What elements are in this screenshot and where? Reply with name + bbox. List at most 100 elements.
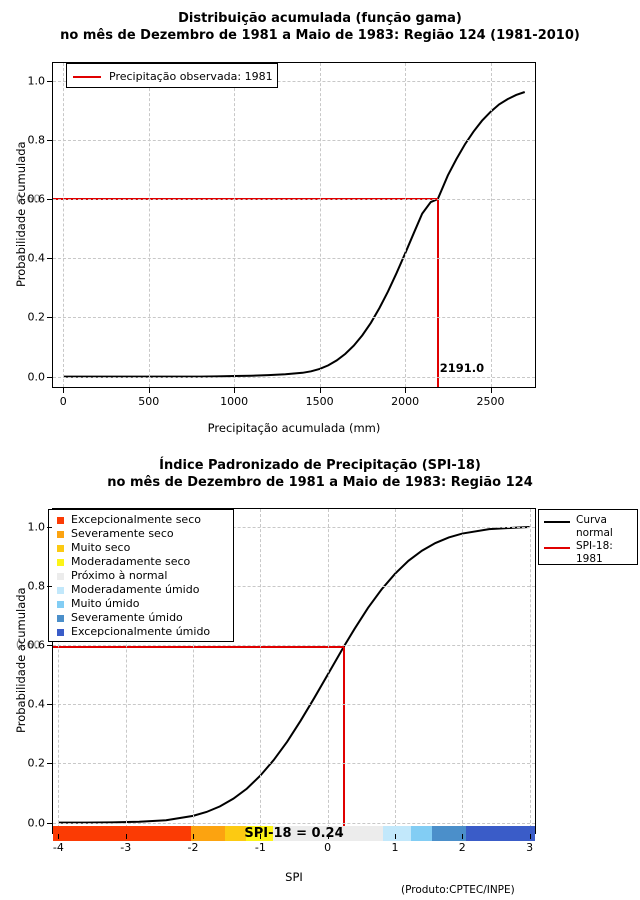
legend-item-category-2: Muito seco: [54, 541, 233, 555]
x-axis-tick-label-1: -3: [120, 841, 132, 854]
x-axis-tick-0: [58, 834, 60, 839]
legend-item-label: Severamente úmido: [71, 611, 183, 624]
y-axis-tick-5: [47, 80, 52, 82]
y-axis-tick-label-0: 0.0: [27, 370, 46, 384]
x-axis-tick-5: [394, 834, 396, 839]
y-axis-tick-label-3: 0.6: [27, 192, 46, 206]
gridline-horizontal: [53, 376, 535, 378]
red-line-icon: [544, 547, 570, 549]
y-axis-tick-0: [47, 822, 52, 824]
legend-item-label: Moderadamente seco: [71, 555, 191, 568]
x-axis-tick-0: [63, 388, 65, 393]
x-axis-tick-label-3: 1500: [305, 395, 334, 408]
y-axis-tick-label-4: 0.8: [27, 579, 46, 593]
chart2-probability-marker-line: [53, 645, 344, 648]
x-axis-tick-label-7: 3: [526, 841, 534, 854]
y-axis-tick-2: [47, 704, 52, 706]
chart2-probability-annotation: 0.60: [16, 638, 41, 652]
x-axis-tick-1: [125, 834, 127, 839]
legend-item-label: Curva normal: [576, 514, 613, 539]
colorbar-segment-6: [411, 826, 432, 841]
y-axis-tick-1: [47, 763, 52, 765]
y-axis-tick-4: [47, 585, 52, 587]
gridline-horizontal: [53, 80, 535, 82]
legend-item-spi-1981: SPI-18: 1981: [539, 540, 637, 566]
chart1-gamma-curve: [63, 91, 526, 378]
x-axis-tick-2: [193, 834, 195, 839]
legend-item-curva-normal: Curva normal: [539, 514, 637, 540]
gridline-vertical: [462, 509, 464, 833]
gridline-vertical: [148, 63, 150, 387]
colorbar-segment-5: [383, 826, 411, 841]
chart2-category-legend: Excepcionalmente seco Severamente seco Mui…: [48, 509, 234, 642]
x-axis-tick-5: [490, 388, 492, 393]
x-axis-tick-label-3: -1: [254, 841, 266, 854]
legend-item-label: Moderadamente úmido: [71, 583, 200, 596]
x-axis-tick-label-0: 0: [59, 395, 67, 408]
y-axis-tick-label-5: 1.0: [27, 520, 46, 534]
legend-item-precipitacao-observada: Precipitação observada: 1981: [67, 64, 277, 89]
category-swatch-icon: [57, 586, 64, 594]
spi-category-colorbar: [53, 826, 535, 841]
x-axis-tick-label-0: -4: [52, 841, 64, 854]
black-line-icon: [544, 521, 570, 523]
x-axis-tick-label-4: 0: [324, 841, 332, 854]
category-swatch-icon: [57, 628, 64, 636]
chart2-normal-curve: [58, 526, 530, 824]
x-axis-tick-3: [260, 834, 262, 839]
x-axis-tick-label-4: 2000: [391, 395, 420, 408]
gridline-horizontal: [53, 199, 535, 201]
chart2-title: Índice Padronizado de Precipitação (SPI-…: [0, 457, 640, 491]
chart1-probability-annotation: 0.60: [16, 192, 41, 206]
colorbar-segment-2: [225, 826, 246, 841]
gridline-vertical: [319, 63, 321, 387]
x-axis-tick-4: [327, 834, 329, 839]
legend-item-category-4: Próximo à normal: [54, 569, 233, 583]
gridline-vertical: [193, 509, 195, 833]
y-axis-tick-2: [47, 258, 52, 260]
colorbar-segment-0: [53, 826, 191, 841]
y-axis-tick-5: [47, 526, 52, 528]
legend-item-label: Próximo à normal: [71, 569, 168, 582]
y-axis-tick-label-5: 1.0: [27, 74, 46, 88]
chart1-value-marker-line: [436, 199, 439, 387]
x-axis-tick-2: [234, 388, 236, 393]
y-axis-tick-1: [47, 317, 52, 319]
y-axis-tick-label-0: 0.0: [27, 816, 46, 830]
x-axis-tick-label-6: 2: [458, 841, 466, 854]
legend-item-category-0: Excepcionalmente seco: [54, 513, 233, 527]
gridline-horizontal: [53, 139, 535, 141]
category-swatch-icon: [57, 544, 64, 552]
colorbar-segment-8: [466, 826, 535, 841]
chart1-plot-area: [52, 62, 536, 388]
category-swatch-icon: [57, 572, 64, 580]
gridline-vertical: [490, 63, 492, 387]
x-axis-tick-label-5: 1: [391, 841, 399, 854]
gridline-vertical: [405, 63, 407, 387]
chart1-title: Distribuição acumulada (função gama) no …: [0, 10, 640, 44]
gridline-vertical: [529, 509, 531, 833]
legend-item-category-5: Moderadamente úmido: [54, 583, 233, 597]
y-axis-tick-0: [47, 376, 52, 378]
gridline-horizontal: [53, 526, 535, 528]
y-axis-tick-3: [47, 199, 52, 201]
y-axis-tick-label-3: 0.6: [27, 638, 46, 652]
chart1-x-axis-label: Precipitação acumulada (mm): [207, 421, 381, 435]
gridline-horizontal: [53, 317, 535, 319]
gridline-horizontal: [53, 585, 535, 587]
x-axis-tick-7: [529, 834, 531, 839]
gridline-horizontal: [53, 763, 535, 765]
x-axis-tick-6: [462, 834, 464, 839]
gridline-vertical: [260, 509, 262, 833]
legend-item-label: Muito seco: [71, 541, 131, 554]
gridline-horizontal: [53, 258, 535, 260]
x-axis-tick-label-2: 1000: [220, 395, 249, 408]
y-axis-tick-label-1: 0.2: [27, 756, 46, 770]
y-axis-tick-label-2: 0.4: [27, 697, 46, 711]
x-axis-tick-1: [148, 388, 150, 393]
y-axis-tick-label-2: 0.4: [27, 251, 46, 265]
chart2-curve-legend: Curva normal SPI-18: 1981: [538, 509, 638, 565]
legend-item-label: Excepcionalmente seco: [71, 513, 201, 526]
chart1-legend: Precipitação observada: 1981: [66, 63, 278, 88]
